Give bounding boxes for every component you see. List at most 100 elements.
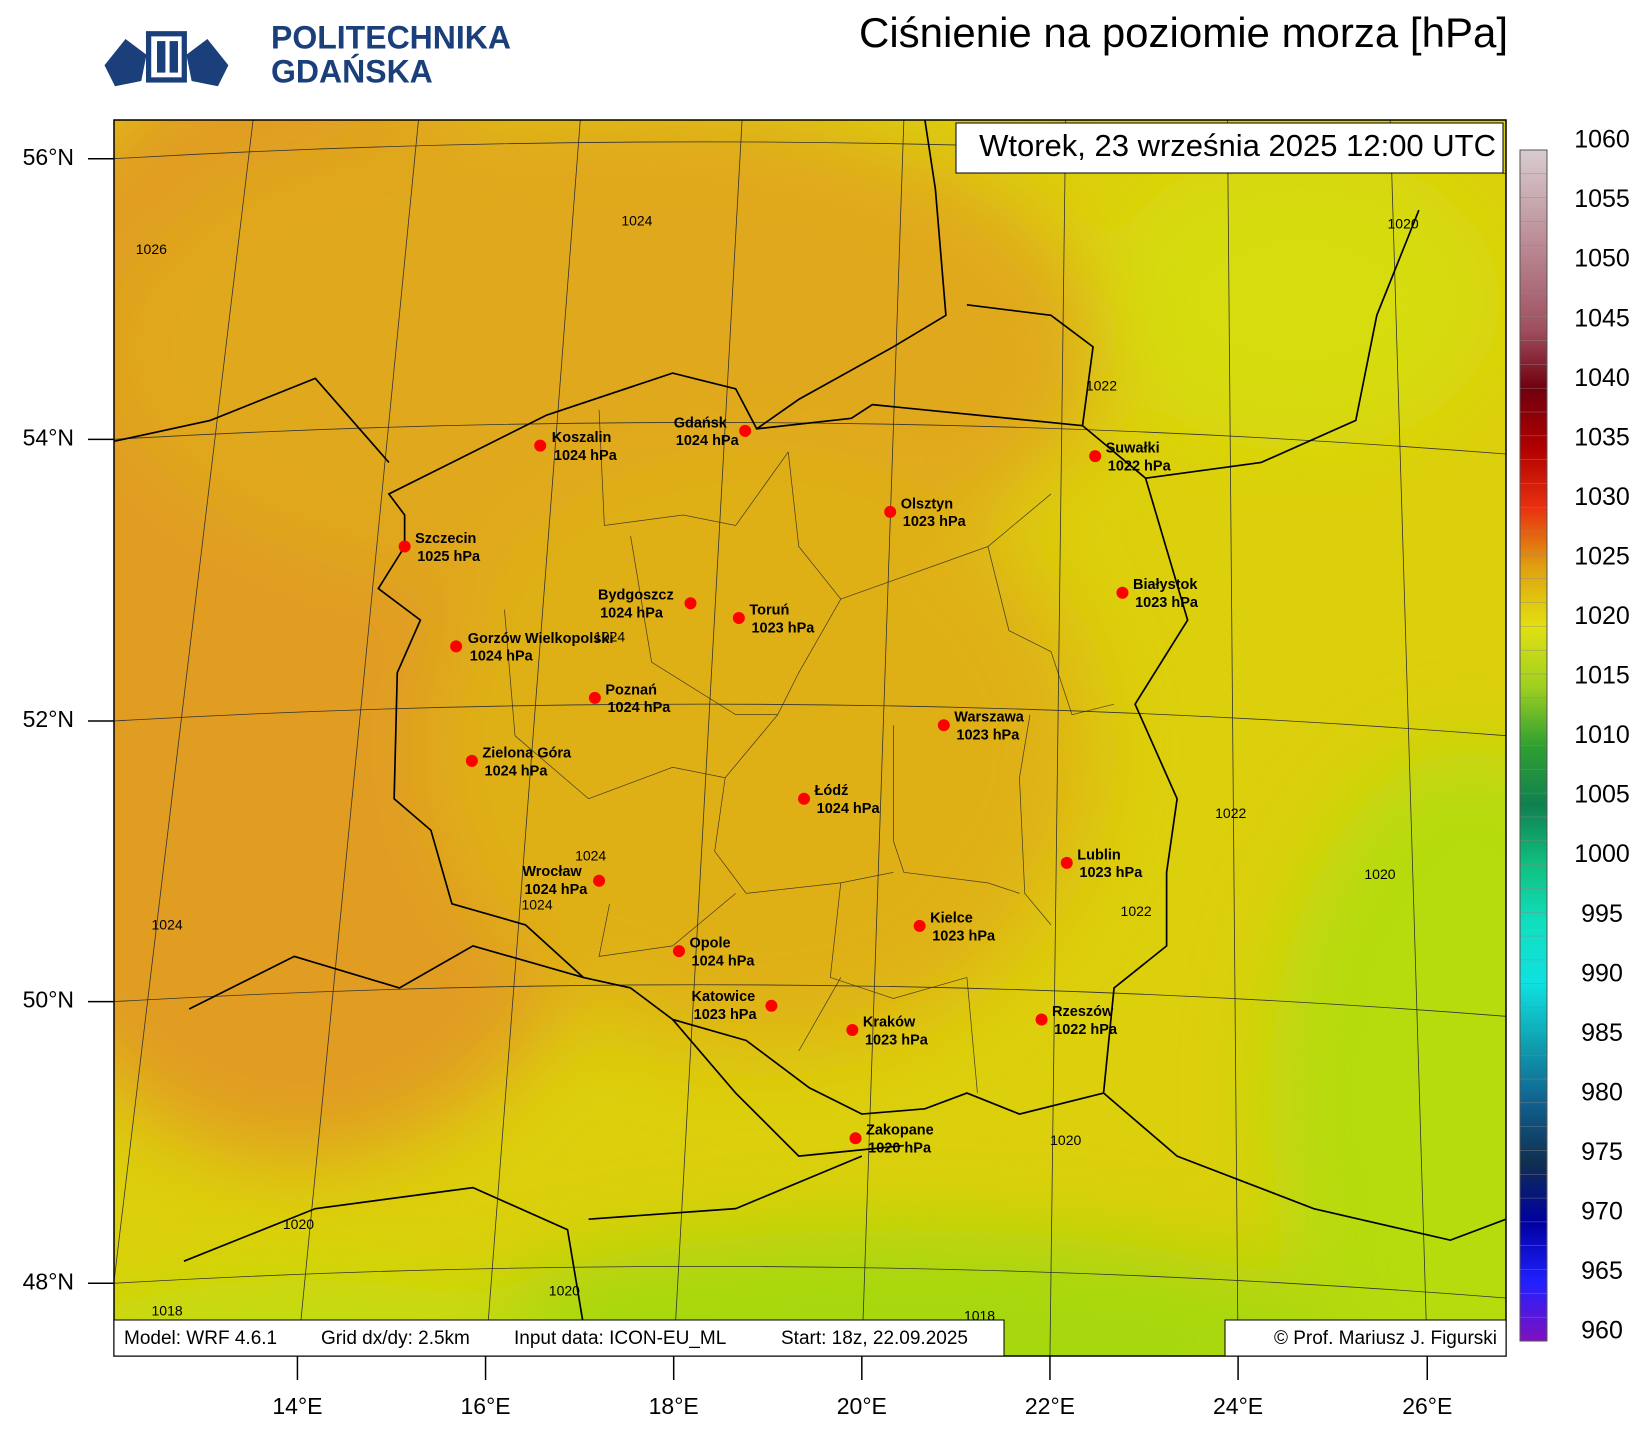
city-name: Rzeszów — [1052, 1004, 1114, 1020]
city-name: Zakopane — [866, 1123, 934, 1139]
city-marker — [849, 1132, 862, 1145]
city-pressure: 1024 hPa — [524, 882, 588, 898]
parallel — [114, 1266, 1506, 1299]
footer-text: Input data: ICON-EU_ML — [514, 1328, 726, 1349]
colorbar-tick-label: 1010 — [1574, 721, 1630, 749]
city-marker — [1089, 450, 1102, 463]
contour-label: 1020 — [1388, 216, 1419, 232]
city-marker — [684, 597, 697, 610]
city-pressure: 1025 hPa — [417, 549, 481, 565]
city-marker — [534, 439, 547, 452]
city-marker — [1060, 856, 1073, 869]
city-marker — [732, 611, 745, 624]
city-name: Warszawa — [954, 710, 1025, 726]
city-marker — [884, 505, 897, 518]
city-name: Koszalin — [552, 430, 612, 446]
logo: POLITECHNIKA GDAŃSKA — [104, 19, 511, 89]
city-marker — [798, 792, 811, 805]
city-pressure: 1024 hPa — [485, 763, 549, 779]
city-name: Toruń — [749, 602, 789, 618]
meridian — [1389, 120, 1428, 1356]
colorbar-tick-label: 995 — [1581, 900, 1623, 928]
lat-label: 50°N — [23, 987, 74, 1013]
city-marker — [672, 945, 685, 958]
contour-label: 1020 — [1050, 1132, 1081, 1148]
contour-label: 1024 — [152, 917, 183, 933]
city-name: Kraków — [863, 1014, 916, 1030]
colorbar-tick-label: 975 — [1581, 1138, 1623, 1166]
city-marker — [1035, 1013, 1048, 1026]
colorbar-tick-label: 1055 — [1574, 185, 1630, 213]
colorbar-tick-label: 1040 — [1574, 364, 1630, 392]
date: Wtorek, 23 września 2025 12:00 UTC — [979, 128, 1496, 163]
colorbar-tick-label: 1020 — [1574, 602, 1630, 630]
author-box — [1224, 1319, 1507, 1357]
parallel — [114, 984, 1506, 1017]
city-name: Szczecin — [415, 531, 476, 547]
footer-box — [113, 1319, 1005, 1357]
footer-text: Start: 18z, 22.09.2025 — [781, 1328, 968, 1349]
city-name: Gorzów Wielkopolski — [468, 631, 614, 647]
colorbar-tick-label: 1030 — [1574, 483, 1630, 511]
borders — [114, 120, 1506, 1356]
city-name: Suwałki — [1106, 441, 1160, 457]
colorbar-tick-label: 1045 — [1574, 304, 1630, 332]
city-pressure: 1023 hPa — [865, 1032, 929, 1048]
city-name: Wrocław — [522, 864, 582, 880]
city-name: Gdańsk — [674, 415, 728, 431]
city-marker — [465, 754, 478, 767]
city-pressure: 1023 hPa — [1079, 865, 1143, 881]
city-marker — [588, 691, 601, 704]
city-pressure: 1023 hPa — [751, 620, 815, 636]
city-marker — [739, 424, 752, 437]
contour-label: 1026 — [136, 241, 167, 257]
city-name: Opole — [689, 936, 730, 952]
city-pressure: 1024 hPa — [600, 606, 664, 622]
lat-label: 52°N — [23, 706, 74, 732]
meridian — [1049, 120, 1067, 1356]
colorbar-tick-label: 1000 — [1574, 840, 1630, 868]
city-pressure: 1022 hPa — [1108, 458, 1172, 474]
colorbar-tick-label: 1050 — [1574, 245, 1630, 273]
parallel — [114, 703, 1506, 737]
city-marker — [398, 540, 411, 553]
city-pressure: 1023 hPa — [694, 1007, 758, 1023]
colorbar-tick-label: 1005 — [1574, 781, 1630, 809]
logo-line: GDAŃSKA — [271, 53, 433, 89]
lon-label: 26°E — [1402, 1393, 1452, 1419]
city-pressure: 1024 hPa — [607, 700, 671, 716]
city-name: Bydgoszcz — [598, 588, 674, 604]
contour-label: 1020 — [1364, 866, 1395, 882]
city-pressure: 1024 hPa — [817, 801, 881, 817]
colorbar-tick-label: 1015 — [1574, 662, 1630, 690]
city-pressure: 1024 hPa — [554, 448, 618, 464]
city-marker — [765, 999, 778, 1012]
contour-label: 1024 — [594, 629, 625, 645]
contour-label: 1018 — [152, 1302, 183, 1318]
city-pressure: 1024 hPa — [692, 953, 756, 969]
date-box — [955, 122, 1504, 174]
city-name: Kielce — [930, 910, 973, 926]
lon-label: 24°E — [1213, 1393, 1263, 1419]
lon-label: 20°E — [837, 1393, 887, 1419]
lat-label: 54°N — [23, 424, 74, 450]
city-pressure: 1024 hPa — [470, 649, 534, 665]
contour-label: 1024 — [521, 897, 552, 913]
meridian — [1227, 120, 1239, 1356]
contour-label: 1024 — [575, 847, 606, 863]
colorbar-tick-label: 970 — [1581, 1198, 1623, 1226]
city-pressure: 1023 hPa — [1135, 595, 1199, 611]
city-pressure: 1024 hPa — [676, 433, 740, 449]
logo-line: POLITECHNIKA — [271, 19, 511, 55]
city-name: Olsztyn — [901, 496, 953, 512]
city-name: Poznań — [605, 682, 657, 698]
contour-label: 1022 — [1086, 377, 1117, 393]
lat-label: 48°N — [23, 1268, 74, 1294]
title: Ciśnienie na poziomie morza [hPa] — [859, 9, 1508, 56]
city-pressure: 1023 hPa — [956, 728, 1020, 744]
colorbar-tick-label: 960 — [1581, 1317, 1623, 1345]
city-pressure: 1022 hPa — [1054, 1022, 1118, 1038]
city-marker — [846, 1023, 859, 1036]
footer: Model: WRF 4.6.1 Grid dx/dy: 2.5km Input… — [124, 1328, 968, 1349]
city-name: Katowice — [692, 989, 756, 1005]
